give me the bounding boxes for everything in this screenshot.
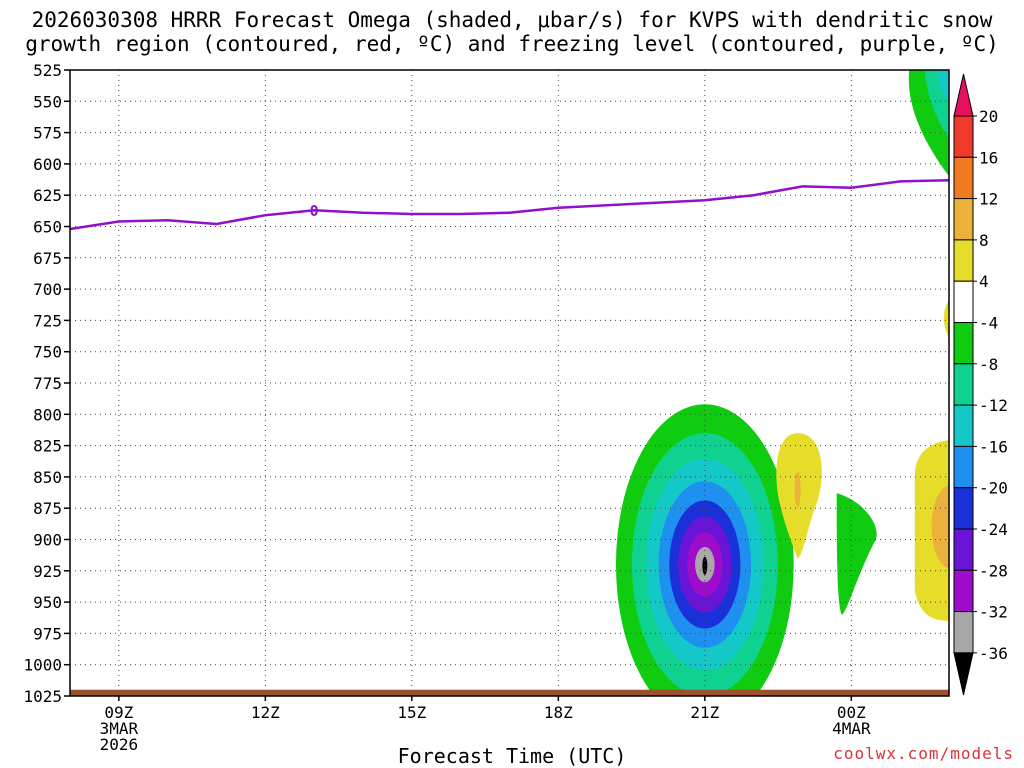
y-tick-label-625: 625 [33,186,62,205]
colorbar-label-1: 16 [979,148,998,167]
x-tick-label-21Z: 21Z [690,703,719,722]
colorbar-label-10: -24 [979,520,1008,539]
y-tick-label-825: 825 [33,437,62,456]
y-tick-label-800: 800 [33,405,62,424]
y-tick-label-750: 750 [33,343,62,362]
y-tick-label-525: 525 [33,61,62,80]
colorbar-label-11: -28 [979,561,1008,580]
y-tick-label-550: 550 [33,92,62,111]
colorbar-seg-9 [953,445,974,489]
colorbar-label-12: -32 [979,603,1008,622]
site-credit[interactable]: coolwx.com/models [833,744,1014,763]
colorbar-seg-6 [953,322,974,365]
colorbar-top-arrow [953,73,974,117]
y-tick-label-850: 850 [33,468,62,487]
colorbar: 20 16 12 8 4 -4 -8 -12 -16 -20 -24 -28 -32 -36 [953,73,1008,696]
colorbar-seg-4 [953,239,974,282]
ascent-small [836,493,877,615]
x-tick-year-09Z: 2026 [100,735,139,754]
x-axis-label: Forecast Time (UTC) [397,744,627,768]
x-tick-label-12Z: 12Z [251,703,280,722]
colorbar-seg-3 [953,198,974,241]
descent-right-core [931,485,949,569]
y-tick-label-650: 650 [33,218,62,237]
y-tick-label-600: 600 [33,155,62,174]
y-tick-label-975: 975 [33,624,62,643]
colorbar-seg-10 [953,487,974,530]
colorbar-label-5: -4 [979,314,998,333]
colorbar-bottom-arrow [953,652,974,696]
descent-small-core [794,471,801,508]
y-tick-label-775: 775 [33,374,62,393]
colorbar-label-3: 8 [979,231,989,250]
y-tick-label-925: 925 [33,562,62,581]
omega-shading [615,70,949,696]
y-tick-label-1000: 1000 [23,656,62,675]
chart-title-line1: 2026030308 HRRR Forecast Omega (shaded, … [31,8,993,32]
terrain [70,689,949,696]
colorbar-label-9: -20 [979,479,1008,498]
y-tick-label-950: 950 [33,593,62,612]
colorbar-seg-11 [953,528,974,571]
x-tick-date-09Z: 3MAR [100,719,139,738]
terrain-fill [70,689,949,696]
colorbar-label-0: 20 [979,107,998,126]
colorbar-seg-7 [953,363,974,406]
colorbar-seg-13 [953,611,974,654]
plot-frame [69,69,950,697]
colorbar-seg-1 [953,115,974,158]
ascent-upper-right-3 [937,70,949,102]
y-tick-label-575: 575 [33,124,62,143]
colorbar-label-4: 4 [979,272,989,291]
colorbar-label-8: -16 [979,437,1008,456]
x-tick-label-09Z: 09Z [104,703,133,722]
colorbar-seg-5 [953,280,974,324]
x-tick-label-18Z: 18Z [544,703,573,722]
colorbar-label-2: 12 [979,190,998,209]
y-axis: 525 550 575 600 625 650 675 700 725 750 775 800 825 8… [23,61,70,706]
colorbar-label-6: -8 [979,355,998,374]
colorbar-seg-12 [953,569,974,613]
freezing-level-line [70,178,949,231]
colorbar-label-13: -36 [979,644,1008,663]
y-tick-label-875: 875 [33,499,62,518]
colorbar-seg-2 [953,156,974,200]
y-tick-label-1025: 1025 [23,687,62,706]
y-tick-label-900: 900 [33,531,62,550]
x-tick-label-00Z: 00Z [837,703,866,722]
freezing-level: 0 [70,178,949,231]
y-tick-label-725: 725 [33,311,62,330]
grid-lines [70,69,949,697]
x-tick-label-15Z: 15Z [397,703,426,722]
y-tick-label-675: 675 [33,249,62,268]
x-tick-date-00Z: 4MAR [832,719,871,738]
y-tick-label-700: 700 [33,280,62,299]
colorbar-seg-8 [953,404,974,447]
chart-title-line2: growth region (contoured, red, ºC) and f… [25,32,999,56]
colorbar-label-7: -12 [979,396,1008,415]
freezing-level-label: 0 [310,202,319,220]
descent-right-small [943,300,949,338]
